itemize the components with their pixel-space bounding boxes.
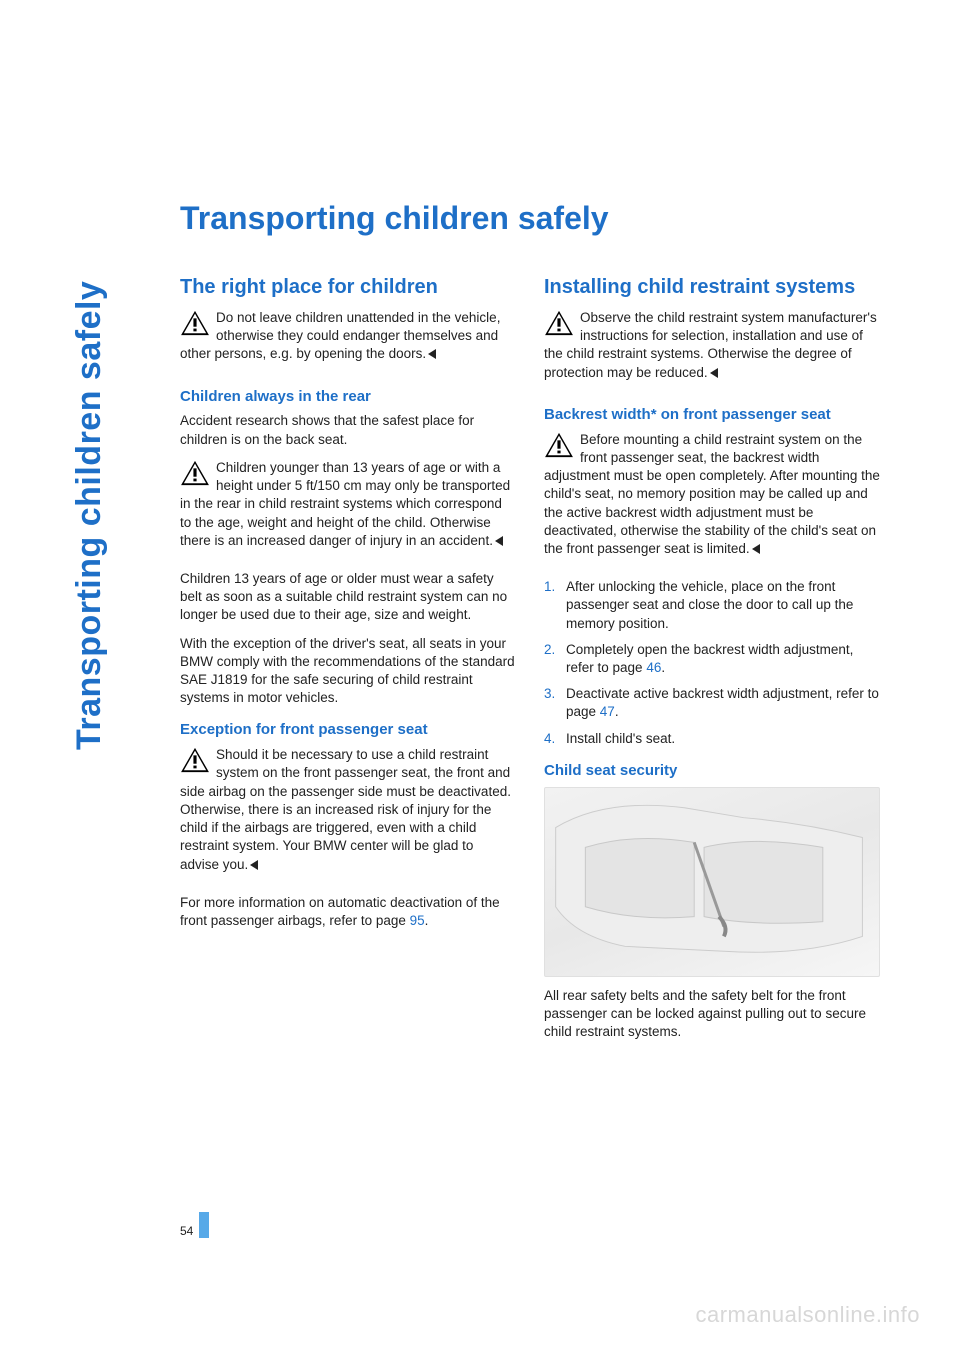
step-item: 4. Install child's seat. [544, 730, 880, 748]
two-column-layout: The right place for children Do not leav… [180, 275, 880, 1051]
step-text: . [661, 660, 665, 675]
step-text: Install child's seat. [566, 731, 675, 746]
left-column: The right place for children Do not leav… [180, 275, 516, 1051]
end-marker-icon [752, 544, 760, 554]
step-item: 3.Deactivate active backrest width adjus… [544, 685, 880, 721]
end-marker-icon [428, 349, 436, 359]
step-item: 2. Completely open the backrest width adj… [544, 641, 880, 677]
heading-security: Child seat security [544, 762, 880, 781]
end-marker-icon [495, 536, 503, 546]
page-ref-link[interactable]: 95 [410, 913, 425, 928]
page-number: 54 [180, 1224, 193, 1238]
page-number-block: 54 [180, 1212, 209, 1238]
body-text: Children 13 years of age or older must w… [180, 570, 516, 625]
heading-right-place: The right place for children [180, 275, 516, 299]
numbered-steps: 1. After unlocking the vehicle, place on … [544, 578, 880, 748]
warning-icon [544, 310, 574, 336]
warning-icon [180, 310, 210, 336]
warning-block: Children younger than 13 years of age or… [180, 459, 516, 560]
warning-text-content: Children younger than 13 years of age or… [180, 460, 510, 548]
manual-page: Transporting children safely Transportin… [0, 0, 960, 1358]
warning-icon [180, 747, 210, 773]
side-section-label: Transporting children safely [70, 281, 109, 750]
warning-text: Should it be necessary to use a child re… [180, 746, 516, 874]
warning-text: Children younger than 13 years of age or… [180, 459, 516, 550]
body-text: All rear safety belts and the safety bel… [544, 987, 880, 1042]
right-column: Installing child restraint systems Obser… [544, 275, 880, 1051]
seat-illustration-svg [545, 788, 879, 976]
warning-block: Should it be necessary to use a child re… [180, 746, 516, 884]
step-number: 4. [544, 730, 555, 748]
page-title: Transporting children safely [180, 200, 880, 237]
warning-text-content: Do not leave children unattended in the … [180, 310, 500, 361]
warning-block: Before mounting a child restraint system… [544, 431, 880, 569]
step-number: 2. [544, 641, 555, 659]
page-ref-link[interactable]: 47 [600, 704, 615, 719]
heading-children-rear: Children always in the rear [180, 388, 516, 407]
body-text: With the exception of the driver's seat,… [180, 635, 516, 708]
warning-text: Before mounting a child restraint system… [544, 431, 880, 559]
step-item: 1. After unlocking the vehicle, place on … [544, 578, 880, 633]
warning-block: Observe the child restraint system manuf… [544, 309, 880, 392]
step-number: 3. [544, 685, 555, 703]
step-text: . [615, 704, 619, 719]
warning-block: Do not leave children unattended in the … [180, 309, 516, 374]
warning-icon [544, 432, 574, 458]
page-ref-link[interactable]: 46 [646, 660, 661, 675]
watermark: carmanualsonline.info [695, 1302, 920, 1328]
end-marker-icon [710, 368, 718, 378]
warning-icon [180, 460, 210, 486]
seat-illustration [544, 787, 880, 977]
heading-backrest: Backrest width* on front passenger seat [544, 406, 880, 425]
end-marker-icon [250, 860, 258, 870]
page-content: Transporting children safely The right p… [180, 200, 880, 1051]
body-text: For more information on automatic deacti… [180, 894, 516, 930]
warning-text-content: Before mounting a child restraint system… [544, 432, 880, 556]
step-text: After unlocking the vehicle, place on th… [566, 579, 853, 630]
heading-install: Installing child restraint systems [544, 275, 880, 299]
page-number-bar [199, 1212, 209, 1238]
warning-text-content: Should it be necessary to use a child re… [180, 747, 511, 871]
body-text: Accident research shows that the safest … [180, 412, 516, 448]
step-text: Completely open the backrest width adjus… [566, 642, 853, 675]
body-text-part: . [425, 913, 429, 928]
body-text-part: For more information on automatic deacti… [180, 895, 500, 928]
step-number: 1. [544, 578, 555, 596]
warning-text: Do not leave children unattended in the … [180, 309, 516, 364]
warning-text: Observe the child restraint system manuf… [544, 309, 880, 382]
heading-exception: Exception for front passenger seat [180, 721, 516, 740]
